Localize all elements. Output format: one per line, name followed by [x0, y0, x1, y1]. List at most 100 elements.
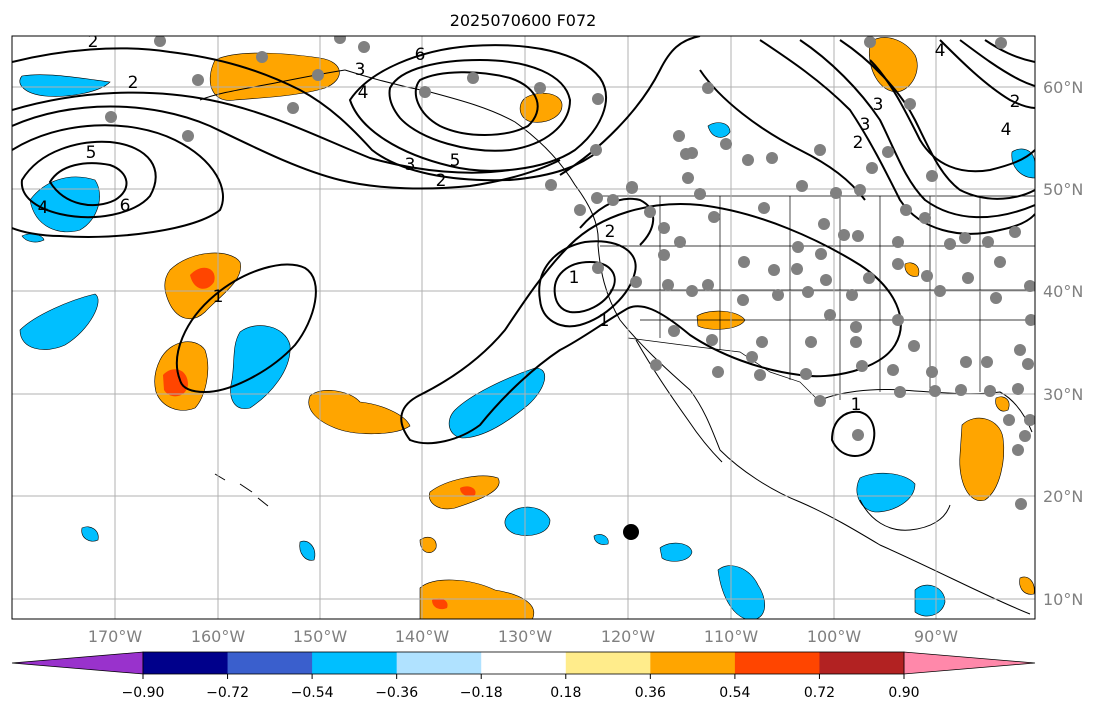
station-marker — [800, 368, 812, 380]
station-marker — [990, 292, 1002, 304]
negative-anomaly-area — [29, 176, 100, 233]
station-marker — [674, 236, 686, 248]
colorbar-tick-label: 0.54 — [719, 685, 750, 701]
colorbar-segment — [650, 652, 736, 674]
positive-anomaly-area — [959, 417, 1004, 501]
station-marker — [607, 194, 619, 206]
colorbar-segment — [734, 652, 820, 674]
contour-value-label: 2 — [88, 32, 99, 52]
station-marker — [694, 188, 706, 200]
station-marker — [866, 162, 878, 174]
station-marker — [545, 179, 557, 191]
station-marker — [982, 236, 994, 248]
station-marker — [756, 336, 768, 348]
gridlines — [12, 36, 1035, 619]
station-marker — [802, 286, 814, 298]
contour-line — [759, 39, 1035, 235]
contour-value-label: 1 — [599, 311, 610, 331]
station-marker — [192, 74, 204, 86]
negative-anomaly-area — [593, 534, 609, 545]
station-marker — [154, 36, 166, 47]
contour-value-label: 3 — [860, 115, 871, 135]
negative-anomaly-area — [81, 526, 99, 542]
station-marker — [984, 385, 996, 397]
colorbar: −0.90 −0.72 −0.54 −0.36 −0.18 0.18 0.36 0.54 0.7… — [11, 651, 1036, 701]
strong-positive-anomaly-area — [432, 598, 448, 610]
station-marker — [658, 249, 670, 261]
station-marker — [686, 285, 698, 297]
latitude-labels: 60°N 50°N 40°N 30°N 20°N 10°N — [1043, 78, 1083, 609]
station-marker — [662, 279, 674, 291]
contour-line — [799, 39, 1035, 219]
contour-line — [699, 69, 866, 201]
station-marker — [574, 204, 586, 216]
positive-anomaly-area — [904, 262, 920, 277]
colorbar-outline — [142, 651, 905, 675]
contour-line — [348, 44, 607, 172]
contour-value-label: 4 — [358, 83, 369, 103]
positive-anomaly-area — [419, 536, 437, 553]
contour-value-label: 6 — [415, 45, 426, 65]
contour-line — [553, 260, 616, 314]
colorbar-extend-low — [11, 651, 144, 675]
station-marker — [766, 152, 778, 164]
station-marker — [658, 222, 670, 234]
longitude-tick-label: 140°W — [395, 627, 450, 646]
station-marker — [887, 364, 899, 376]
station-marker — [467, 72, 479, 84]
station-marker — [1019, 430, 1031, 442]
contour-line — [579, 197, 655, 246]
colorbar-tick-label: 0.90 — [888, 685, 919, 701]
station-marker — [626, 181, 638, 193]
station-marker — [1024, 280, 1035, 292]
station-marker — [824, 309, 836, 321]
contour-value-label: 3 — [405, 155, 416, 175]
contour-value-label: 2 — [128, 73, 139, 93]
station-marker — [892, 236, 904, 248]
station-marker — [1012, 383, 1024, 395]
positive-anomaly-area — [209, 52, 340, 101]
contour-value-label: 4 — [38, 198, 49, 218]
longitude-tick-label: 110°W — [704, 627, 759, 646]
colorbar-segment — [396, 652, 482, 674]
contour-line — [12, 105, 561, 190]
negative-anomaly-area — [299, 540, 316, 561]
station-marker — [768, 264, 780, 276]
station-marker — [994, 256, 1006, 268]
station-marker — [846, 289, 858, 301]
strong-positive-anomaly-area — [163, 369, 188, 397]
station-marker — [959, 232, 971, 244]
contour-value-label: 4 — [1001, 120, 1012, 140]
highlight-marker — [623, 524, 639, 540]
station-marker — [358, 41, 370, 53]
station-marker — [850, 321, 862, 333]
station-marker — [1014, 344, 1026, 356]
longitude-tick-label: 100°W — [807, 627, 862, 646]
negative-anomaly-area — [504, 506, 551, 536]
station-marker — [706, 334, 718, 346]
strong-positive-anomaly-area — [460, 486, 476, 497]
contour-value-label: 2 — [605, 222, 616, 242]
station-marker — [863, 272, 875, 284]
station-marker — [892, 258, 904, 270]
contour-line — [20, 140, 157, 219]
contour-line — [12, 91, 511, 174]
station-marker — [737, 294, 749, 306]
latitude-tick-label: 40°N — [1043, 282, 1083, 301]
colorbar-segment — [143, 652, 229, 674]
station-marker — [644, 206, 656, 218]
longitude-tick-label: 120°W — [601, 627, 656, 646]
colorbar-extend-high — [903, 651, 1036, 675]
contour-value-label: 1 — [851, 395, 862, 415]
station-marker — [852, 429, 864, 441]
station-marker — [334, 36, 346, 44]
station-marker — [929, 385, 941, 397]
colorbar-segment — [819, 652, 905, 674]
station-markers — [105, 36, 1035, 510]
longitude-tick-label: 160°W — [191, 627, 246, 646]
station-marker — [792, 241, 804, 253]
contour-value-label: 2 — [853, 133, 864, 153]
station-marker — [746, 351, 758, 363]
